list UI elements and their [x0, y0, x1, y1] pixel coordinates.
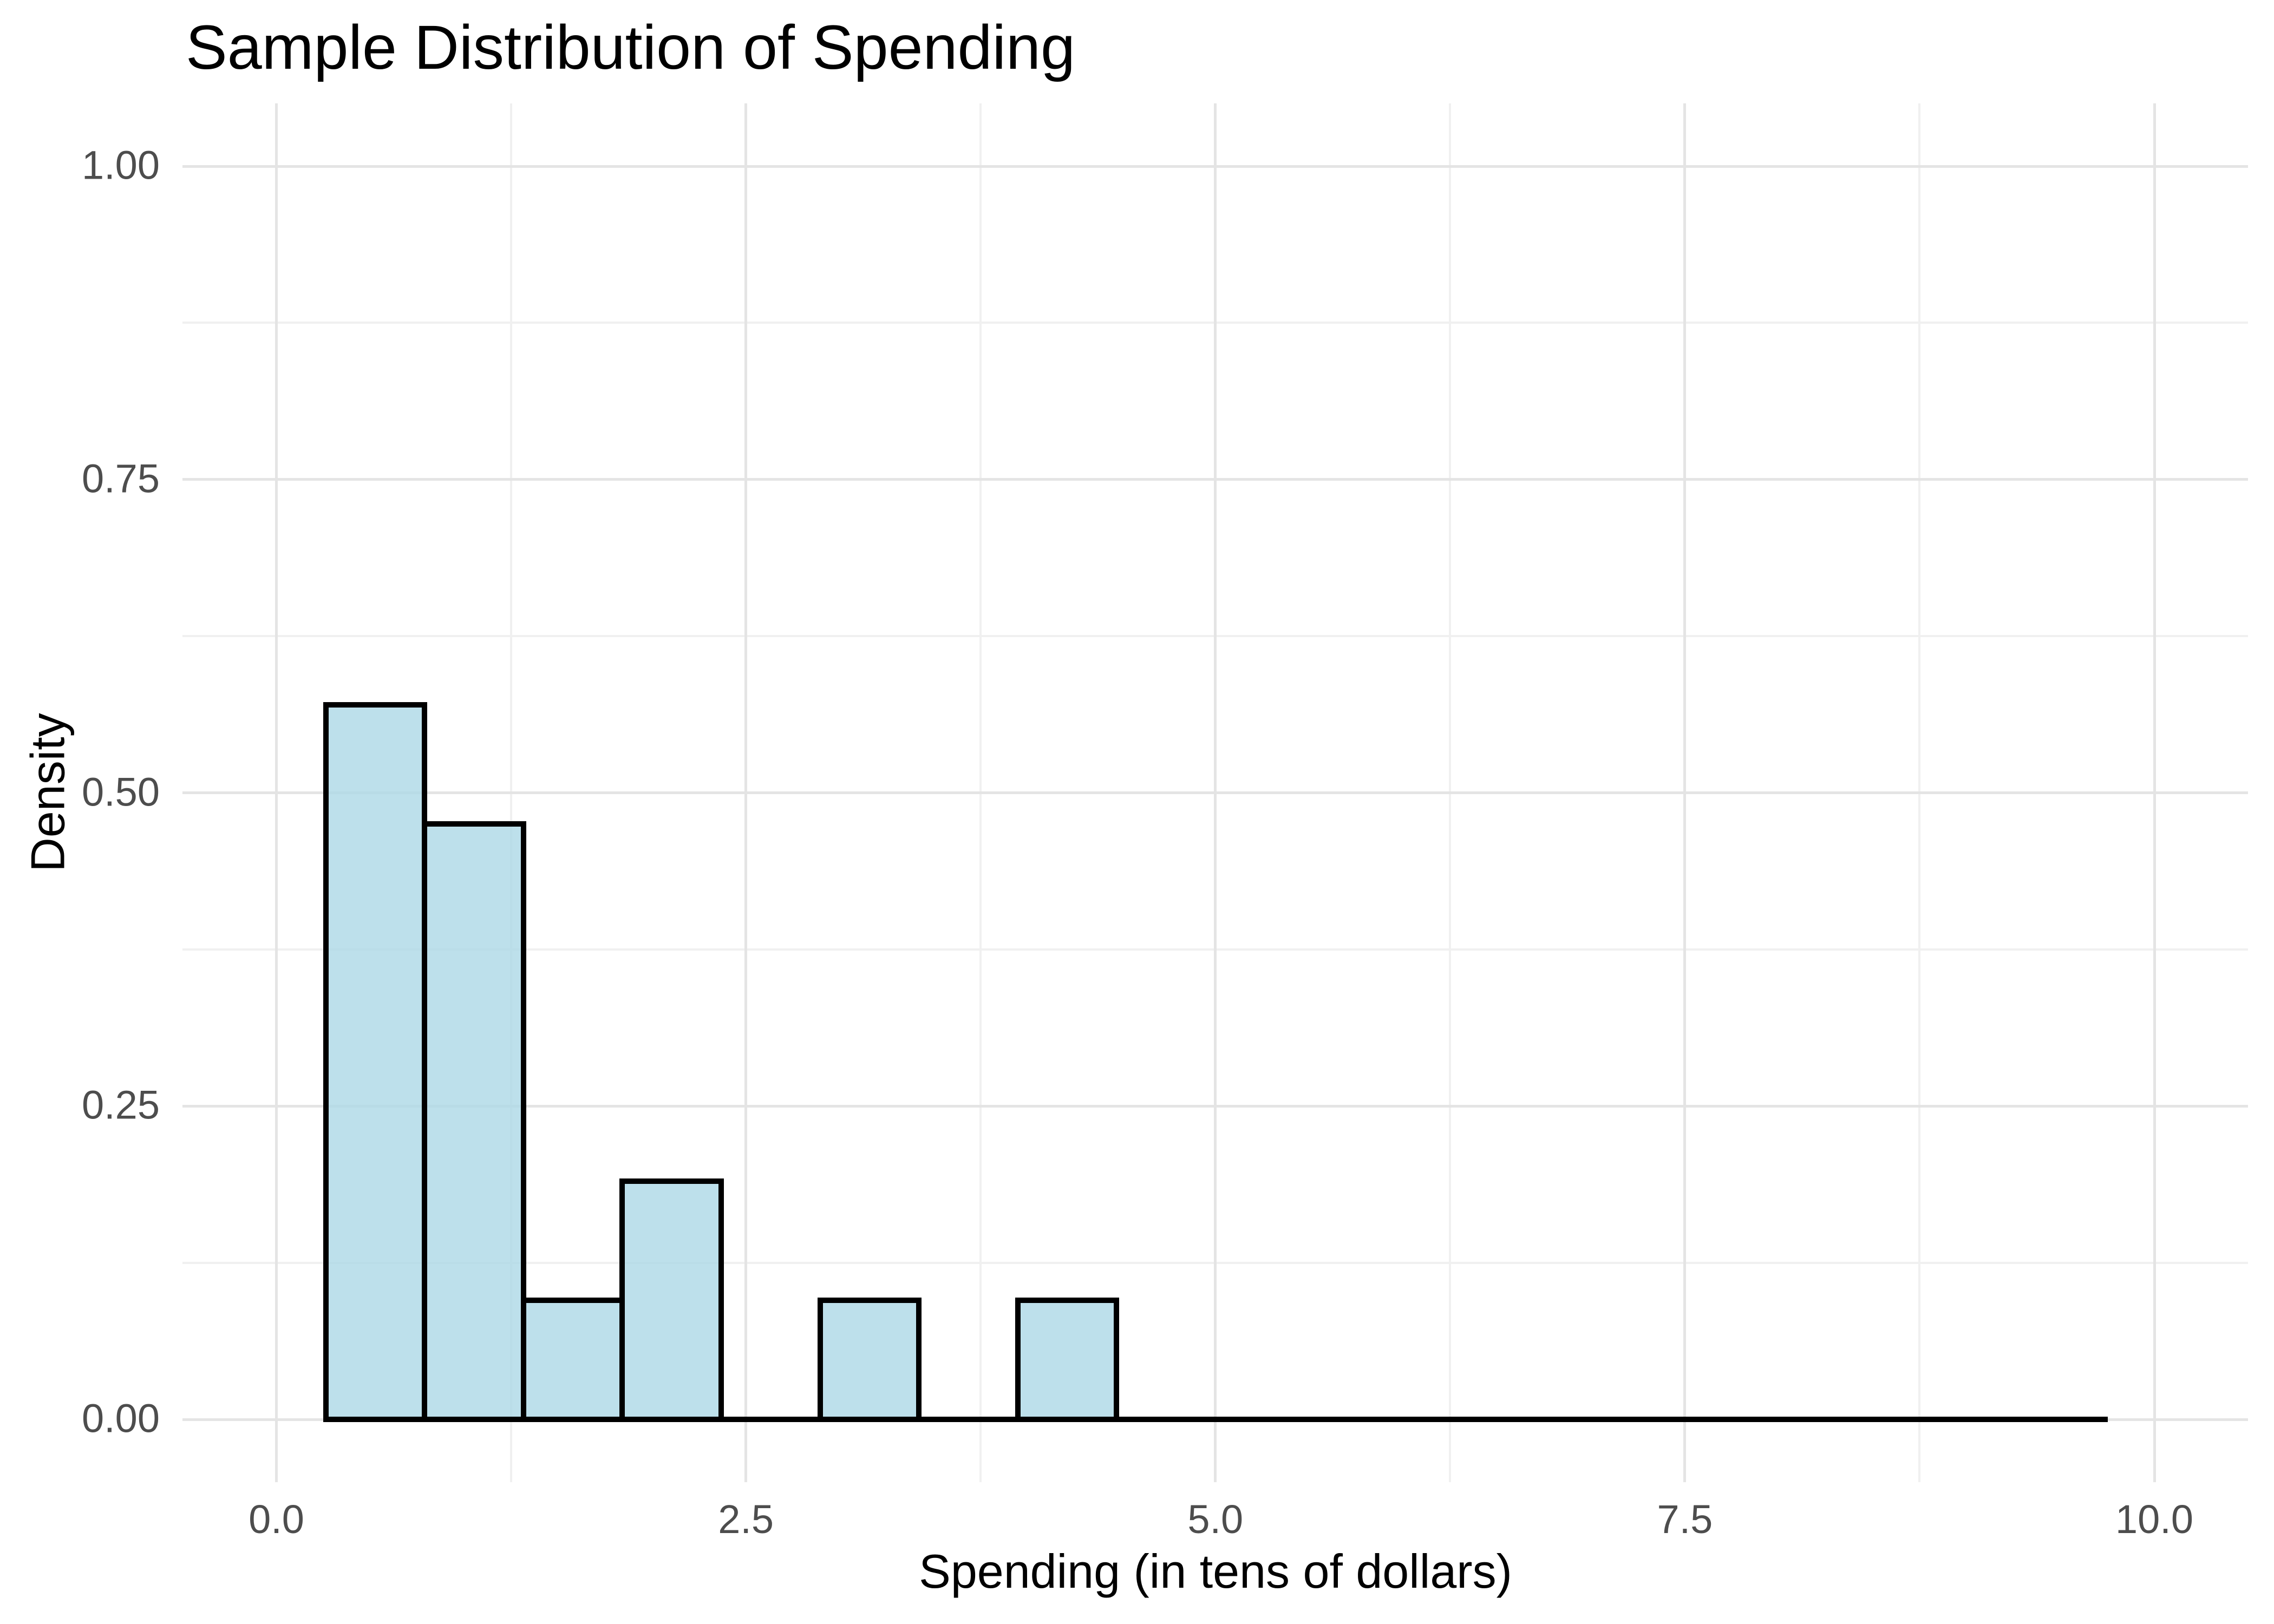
x-tick-label: 2.5: [718, 1497, 774, 1542]
grid-major-vertical: [744, 103, 748, 1482]
x-axis-title: Spending (in tens of dollars): [919, 1544, 1512, 1598]
x-tick-label: 7.5: [1657, 1497, 1713, 1542]
x-tick-label: 5.0: [1187, 1497, 1244, 1542]
histogram-bar: [1015, 1298, 1120, 1422]
y-tick-label: 0.50: [81, 769, 160, 815]
x-tick-label: 0.0: [249, 1497, 304, 1542]
histogram-bar: [323, 702, 428, 1422]
histogram-bar: [817, 1298, 922, 1422]
y-tick-label: 0.75: [81, 456, 160, 501]
histogram-bar: [520, 1298, 625, 1422]
grid-major-vertical: [2153, 103, 2156, 1482]
histogram-zero-baseline: [323, 1417, 2108, 1422]
y-tick-label: 1.00: [81, 142, 160, 188]
y-tick-label: 0.25: [81, 1082, 160, 1128]
grid-major-vertical: [1214, 103, 1217, 1482]
plot-title: Sample Distribution of Spending: [186, 13, 1075, 82]
grid-major-vertical: [275, 103, 278, 1482]
y-tick-label: 0.00: [81, 1396, 160, 1441]
x-tick-label: 10.0: [2115, 1497, 2194, 1542]
histogram-bar: [619, 1178, 724, 1422]
histogram-bar: [422, 821, 526, 1422]
y-axis-title: Density: [21, 713, 75, 872]
grid-major-vertical: [1683, 103, 1687, 1482]
